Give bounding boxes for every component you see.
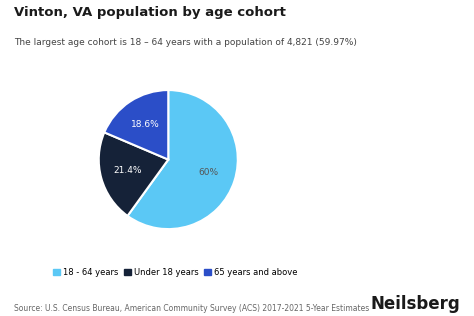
Text: Neilsberg: Neilsberg — [370, 295, 460, 313]
Text: Source: U.S. Census Bureau, American Community Survey (ACS) 2017-2021 5-Year Est: Source: U.S. Census Bureau, American Com… — [14, 304, 369, 313]
Legend: 18 - 64 years, Under 18 years, 65 years and above: 18 - 64 years, Under 18 years, 65 years … — [50, 264, 301, 280]
Wedge shape — [99, 132, 168, 216]
Text: 18.6%: 18.6% — [131, 120, 160, 129]
Wedge shape — [128, 90, 238, 229]
Text: The largest age cohort is 18 – 64 years with a population of 4,821 (59.97%): The largest age cohort is 18 – 64 years … — [14, 38, 357, 47]
Wedge shape — [104, 90, 168, 160]
Text: 21.4%: 21.4% — [114, 166, 142, 175]
Text: 60%: 60% — [198, 168, 218, 177]
Text: Vinton, VA population by age cohort: Vinton, VA population by age cohort — [14, 6, 286, 19]
